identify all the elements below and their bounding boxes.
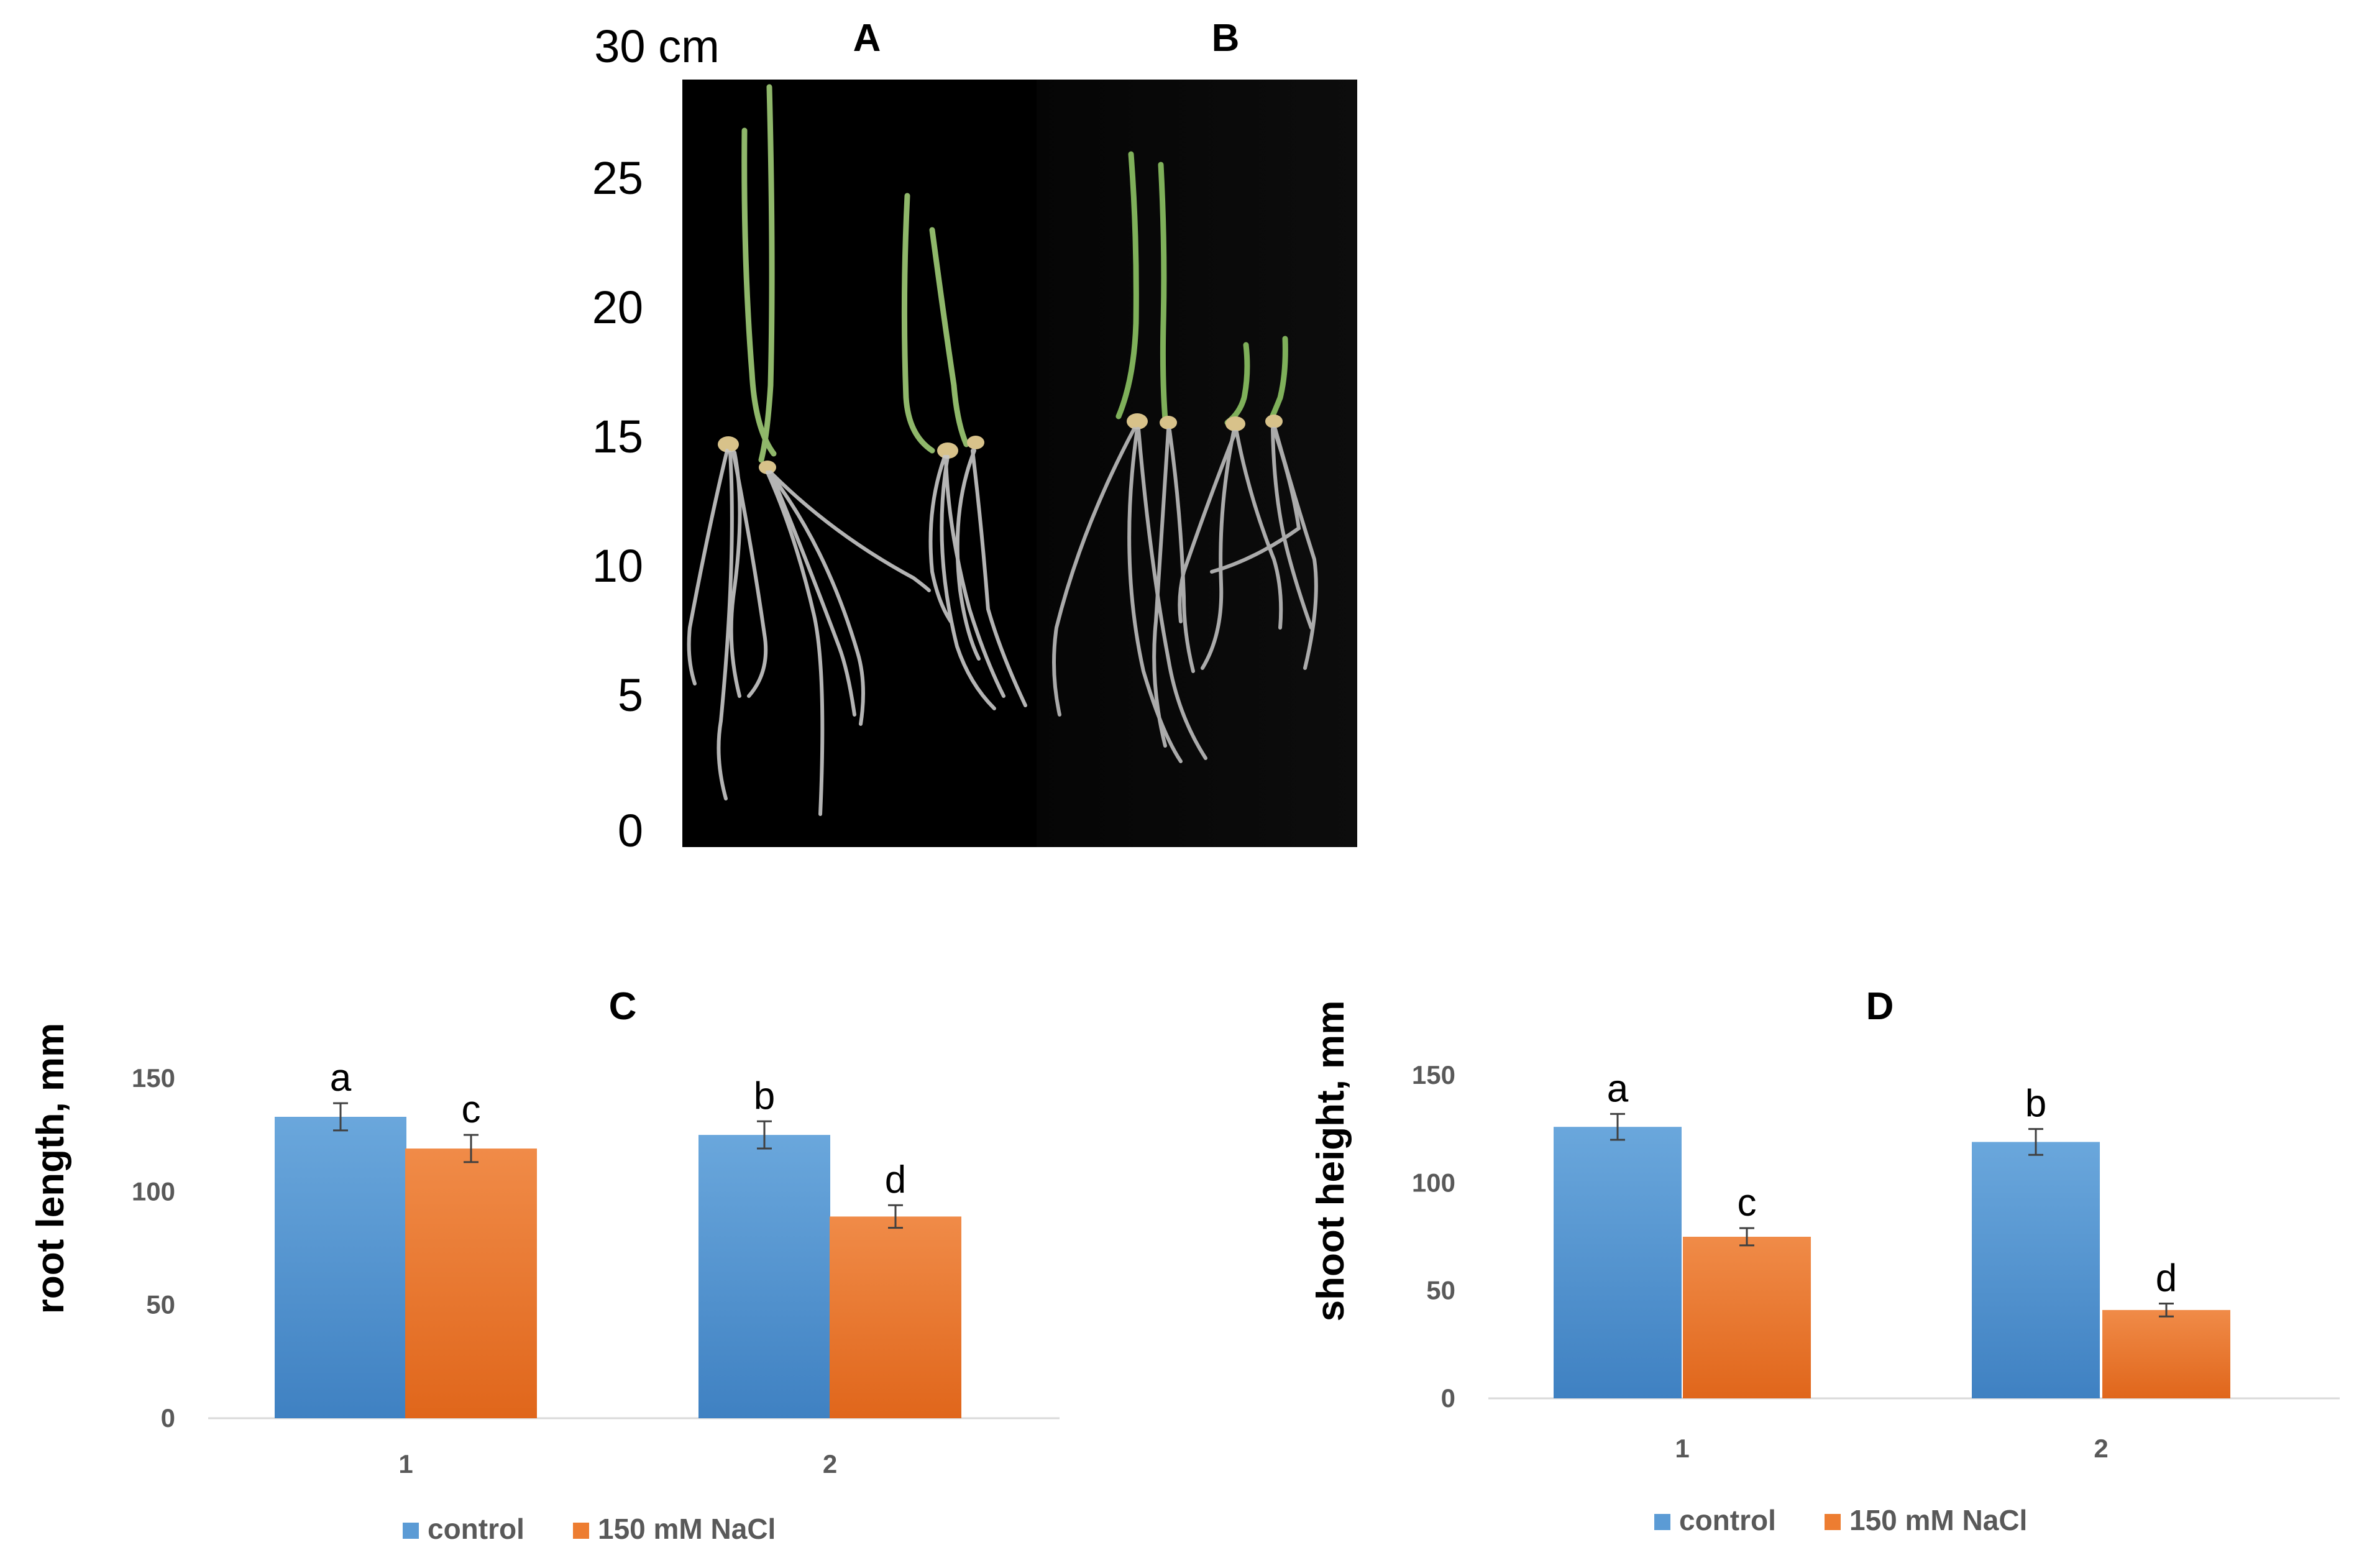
bar-control bbox=[275, 1116, 406, 1418]
legend-label-control: control bbox=[1679, 1504, 1776, 1536]
seedling-photo-a bbox=[682, 80, 1037, 847]
significance-label: b bbox=[2025, 1083, 2046, 1126]
y-axis-title: root length, mm bbox=[29, 1023, 72, 1314]
bar-nacl bbox=[830, 1216, 961, 1418]
chart-root-length: C root length, mm 0 50 100 150 1 2 a b c d contro… bbox=[29, 985, 1060, 1545]
x-tick-label: 2 bbox=[823, 1449, 837, 1479]
panel-b-label: B bbox=[1212, 17, 1240, 60]
y-tick-label: 0 bbox=[1441, 1383, 1455, 1413]
chart-legend: control 150 mM NaCl bbox=[403, 1513, 776, 1545]
legend-swatch-control bbox=[403, 1523, 419, 1539]
panel-a-label: A bbox=[853, 17, 881, 60]
seedling-photo-b bbox=[1037, 80, 1357, 847]
legend-label-control: control bbox=[428, 1513, 524, 1545]
chart-marks: 0 50 100 150 1 2 a b c d bbox=[1412, 1060, 2340, 1463]
significance-label: c bbox=[1738, 1181, 1757, 1224]
scale-tick-label: 20 bbox=[592, 282, 643, 333]
scale-tick-label: 10 bbox=[592, 540, 643, 592]
x-tick-label: 1 bbox=[398, 1449, 413, 1479]
y-tick-label: 50 bbox=[146, 1290, 175, 1319]
bar-nacl bbox=[1683, 1237, 1811, 1398]
y-tick-label: 0 bbox=[161, 1403, 175, 1433]
bar-control bbox=[1972, 1142, 2100, 1398]
y-axis-title: shoot height, mm bbox=[1309, 1001, 1352, 1322]
x-tick-label: 2 bbox=[2094, 1434, 2108, 1463]
legend-label-nacl: 150 mM NaCl bbox=[598, 1513, 776, 1545]
y-tick-label: 100 bbox=[1412, 1168, 1455, 1197]
chart-legend: control 150 mM NaCl bbox=[1654, 1504, 2027, 1536]
y-tick-label: 150 bbox=[1412, 1060, 1455, 1089]
significance-label: d bbox=[2156, 1257, 2177, 1300]
scale-tick-label: 0 bbox=[618, 805, 643, 856]
bar-nacl bbox=[405, 1148, 537, 1418]
scale-unit-label: 30 cm bbox=[594, 21, 720, 72]
photo-panel: 30 cm A B 25 20 15 10 5 0 bbox=[592, 17, 1357, 856]
legend-swatch-nacl bbox=[1825, 1514, 1841, 1530]
y-tick-label: 100 bbox=[132, 1176, 175, 1206]
bar-control bbox=[1554, 1127, 1682, 1398]
y-tick-label: 150 bbox=[132, 1063, 175, 1093]
bar-nacl bbox=[2102, 1309, 2230, 1398]
scale-ticks: 25 20 15 10 5 0 bbox=[592, 152, 643, 856]
significance-label: b bbox=[754, 1075, 775, 1117]
legend-swatch-control bbox=[1654, 1514, 1670, 1530]
significance-label: c bbox=[462, 1088, 481, 1131]
significance-label: d bbox=[885, 1158, 906, 1201]
chart-title: C bbox=[609, 985, 637, 1028]
legend-swatch-nacl bbox=[573, 1523, 589, 1539]
significance-label: a bbox=[330, 1057, 352, 1099]
y-tick-label: 50 bbox=[1426, 1276, 1455, 1305]
scale-tick-label: 15 bbox=[592, 411, 643, 462]
bar-control bbox=[698, 1135, 830, 1418]
chart-title: D bbox=[1866, 985, 1894, 1028]
scale-tick-label: 5 bbox=[618, 669, 643, 721]
significance-label: a bbox=[1607, 1067, 1629, 1110]
legend-label-nacl: 150 mM NaCl bbox=[1849, 1504, 2027, 1536]
chart-shoot-height: D shoot height, mm 0 50 100 150 1 2 a b c d contr… bbox=[1309, 985, 2340, 1536]
chart-marks: 0 50 100 150 1 2 a b c d bbox=[132, 1057, 1060, 1479]
x-tick-label: 1 bbox=[1675, 1434, 1689, 1463]
scale-tick-label: 25 bbox=[592, 152, 643, 204]
